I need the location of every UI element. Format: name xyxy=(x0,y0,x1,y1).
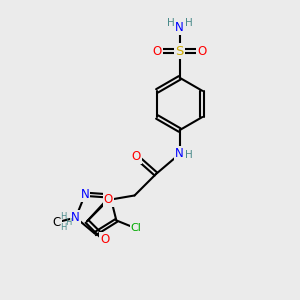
Text: C: C xyxy=(53,216,61,229)
Text: O: O xyxy=(104,194,113,206)
Text: N: N xyxy=(175,147,184,161)
Text: H: H xyxy=(60,223,67,232)
Text: O: O xyxy=(131,150,141,163)
Text: Cl: Cl xyxy=(131,224,142,233)
Text: H: H xyxy=(185,150,193,160)
Text: N: N xyxy=(175,21,184,34)
Text: O: O xyxy=(153,44,162,58)
Text: N: N xyxy=(81,188,89,201)
Text: N: N xyxy=(71,211,80,224)
Text: O: O xyxy=(197,44,207,58)
Text: S: S xyxy=(176,44,184,58)
Text: H: H xyxy=(60,212,67,221)
Text: H: H xyxy=(185,18,193,28)
Text: O: O xyxy=(100,233,110,246)
Text: H: H xyxy=(167,18,175,28)
Text: H: H xyxy=(65,218,71,227)
